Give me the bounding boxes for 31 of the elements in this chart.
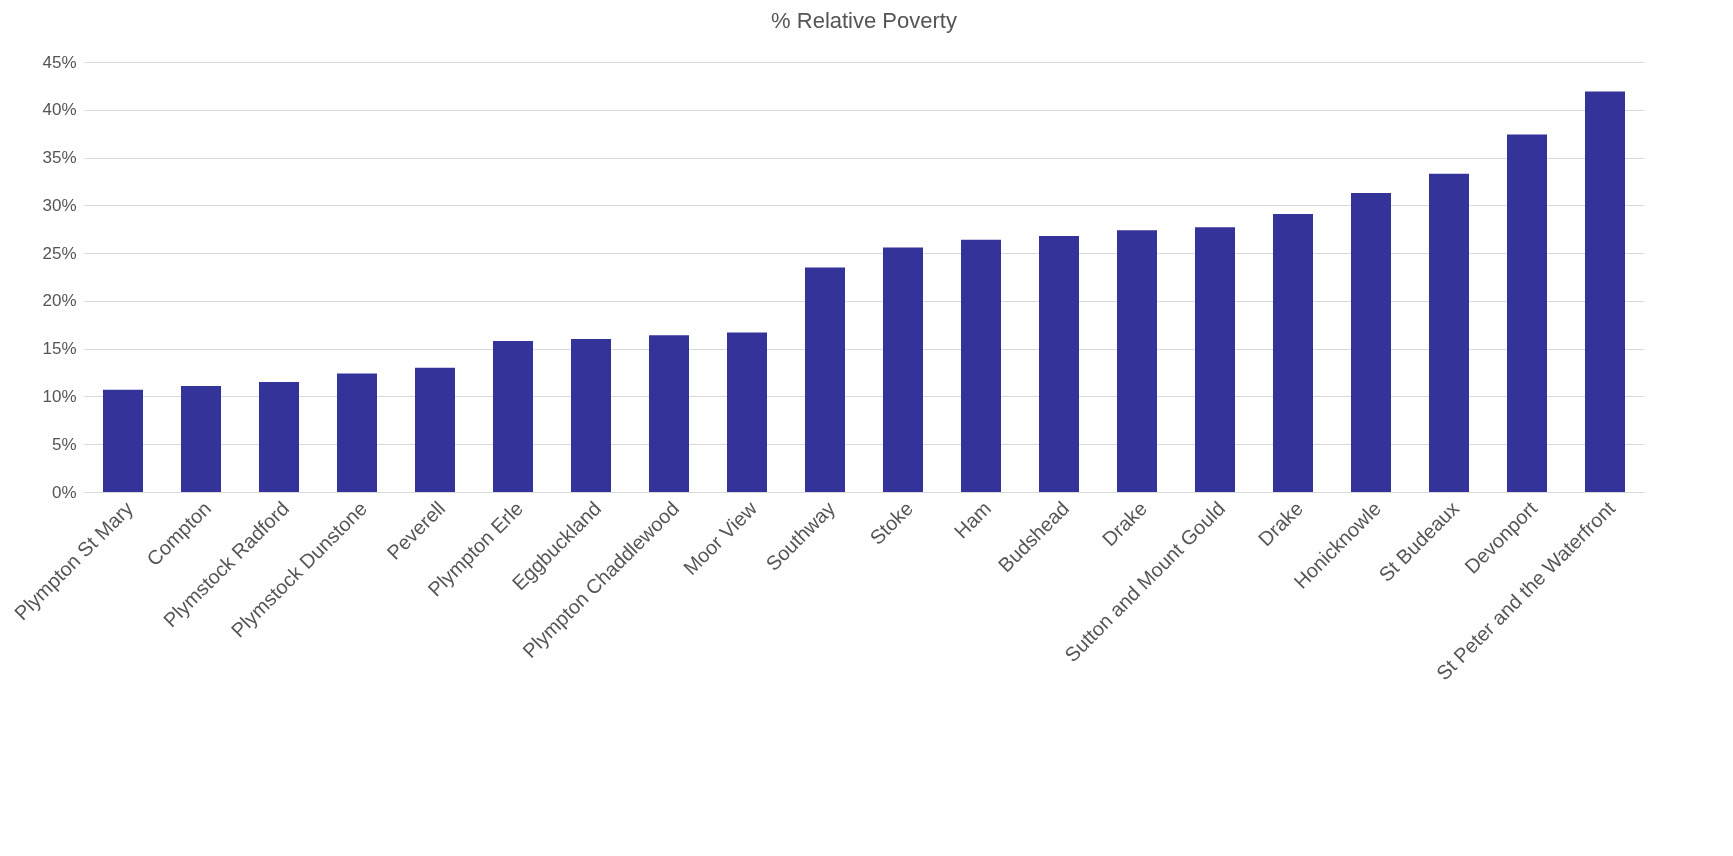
y-tick-label: 45% <box>42 52 77 72</box>
y-tick-label: 15% <box>42 339 77 359</box>
bar <box>570 339 612 492</box>
bar <box>336 373 378 492</box>
bar <box>1194 227 1236 492</box>
bar <box>882 247 924 492</box>
bar <box>1272 213 1314 492</box>
bar <box>180 385 222 492</box>
y-tick-label: 30% <box>42 195 77 215</box>
bar <box>414 367 456 492</box>
y-tick-label: 40% <box>42 100 77 120</box>
bar <box>102 389 144 492</box>
bar <box>1428 173 1470 492</box>
bar <box>726 332 768 492</box>
bar <box>1350 192 1392 492</box>
chart-title: % Relative Poverty <box>771 8 957 33</box>
y-tick-label: 5% <box>51 434 77 454</box>
bar <box>1506 134 1548 492</box>
bar <box>960 239 1002 492</box>
y-tick-label: 0% <box>51 482 77 502</box>
y-tick-label: 25% <box>42 243 77 263</box>
y-tick-label: 35% <box>42 148 77 168</box>
bar <box>492 341 534 492</box>
bar <box>648 335 690 492</box>
y-tick-label: 20% <box>42 291 77 311</box>
bar <box>1116 230 1158 492</box>
bar <box>804 267 846 492</box>
y-tick-label: 10% <box>42 386 77 406</box>
bar <box>258 382 300 492</box>
bar <box>1038 235 1080 492</box>
bar <box>1584 91 1626 492</box>
